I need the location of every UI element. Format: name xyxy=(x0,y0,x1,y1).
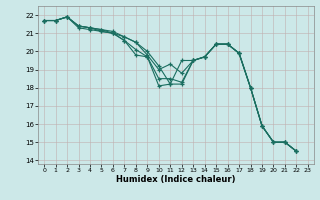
X-axis label: Humidex (Indice chaleur): Humidex (Indice chaleur) xyxy=(116,175,236,184)
